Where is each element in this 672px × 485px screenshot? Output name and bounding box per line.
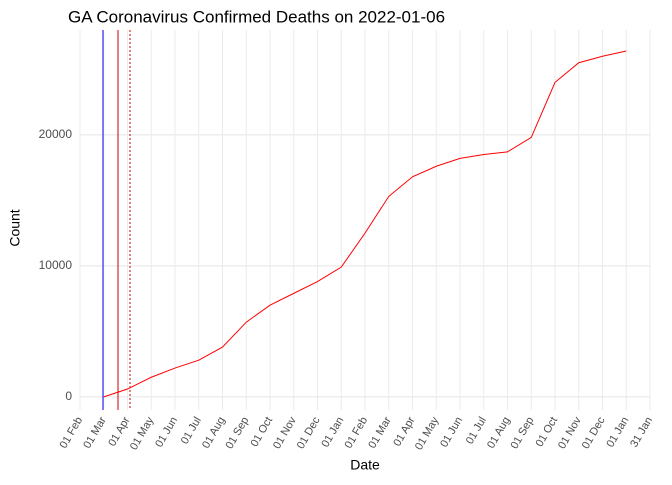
x-tick-label: 01 Mar [81,415,109,451]
x-tick-label: 01 Jan [604,415,631,450]
x-tick-label: 01 May [413,415,442,453]
data-line [103,50,627,398]
x-axis-title: Date [350,457,380,473]
x-tick-label: 01 Mar [366,415,394,451]
y-tick-label: 20000 [39,127,73,141]
y-tick-label: 0 [65,389,72,403]
event-lines [102,30,131,410]
x-tick-label: 01 Sep [224,415,252,451]
x-tick-label: 01 Dec [580,415,608,452]
y-tick-label: 10000 [39,258,73,272]
x-tick-label: 01 Jul [179,415,204,446]
x-tick-label: 01 Jun [153,415,180,450]
chart-title: GA Coronavirus Confirmed Deaths on 2022-… [68,7,445,26]
x-tick-label: 01 May [128,415,157,453]
x-tick-label: 01 Sep [509,415,537,451]
x-tick-label: 31 Jan [628,415,655,450]
x-tick-label: 01 Dec [295,415,323,452]
y-axis-title: Count [7,209,23,246]
x-tick-label: 01 Jun [438,415,465,450]
x-tick-label: 01 Jul [464,415,489,446]
